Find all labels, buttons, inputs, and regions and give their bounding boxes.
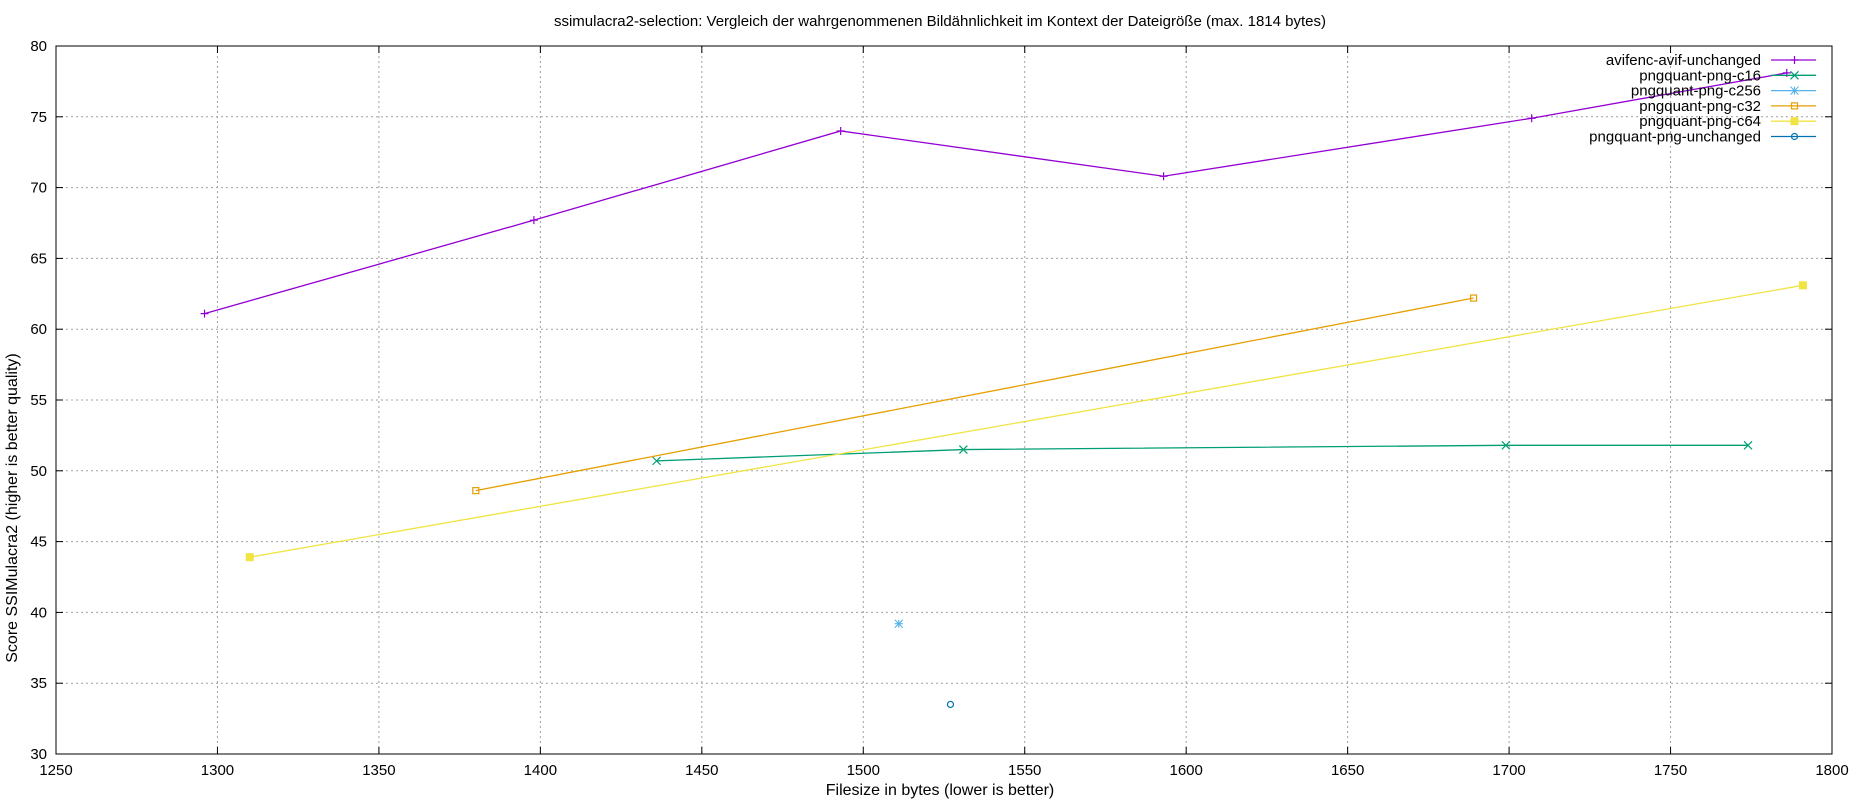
x-tick-label: 1300: [201, 762, 234, 779]
legend-label: pngquant-png-c256: [1631, 83, 1761, 100]
x-tick-label: 1450: [685, 762, 718, 779]
y-tick-label: 60: [30, 321, 47, 338]
legend-entry: pngquant-png-c32: [1639, 98, 1816, 115]
y-tick-label: 30: [30, 746, 47, 763]
x-tick-label: 1500: [847, 762, 880, 779]
y-tick-label: 75: [30, 109, 47, 126]
data-point: [1743, 440, 1753, 450]
y-tick-label: 45: [30, 534, 47, 551]
series-line: [475, 297, 1474, 492]
data-series: [200, 68, 1807, 709]
data-point: [958, 445, 968, 454]
data-point: [200, 309, 209, 318]
x-axis-label: Filesize in bytes (lower is better): [826, 782, 1055, 799]
data-point: [1501, 440, 1511, 450]
data-point: [836, 126, 845, 135]
chart-title: ssimulacra2-selection: Vergleich der wah…: [554, 13, 1326, 30]
y-tick-label: 35: [30, 675, 47, 692]
data-point: [1159, 172, 1168, 181]
legend-entry: pngquant-png-c64: [1639, 113, 1816, 130]
series-pngquant-png-c64: [245, 281, 1807, 562]
series-pngquant-png-c16: [652, 440, 1753, 466]
legend-label: pngquant-png-unchanged: [1589, 129, 1761, 146]
x-tick-label: 1700: [1492, 762, 1525, 779]
data-point: [894, 619, 904, 629]
legend: avifenc-avif-unchangedpngquant-png-c16pn…: [1589, 52, 1816, 146]
legend-marker: [1790, 70, 1799, 80]
data-point: [245, 553, 254, 562]
series-avifenc-avif-unchanged: [200, 68, 1791, 318]
series-pngquant-png-c32: [472, 294, 1478, 495]
y-axis-label: Score SSIMulacra2 (higher is better qual…: [4, 353, 21, 662]
legend-entry: pngquant-png-c16: [1639, 67, 1816, 84]
data-point: [1469, 294, 1478, 302]
y-tick-label: 80: [30, 38, 47, 55]
x-tick-label: 1250: [39, 762, 72, 779]
y-tick-label: 40: [30, 604, 47, 621]
legend-label: pngquant-png-c32: [1639, 98, 1761, 115]
legend-entry: avifenc-avif-unchanged: [1606, 52, 1816, 69]
y-tick-label: 65: [30, 250, 47, 267]
y-tick-label: 55: [30, 392, 47, 409]
series-line: [249, 284, 1804, 558]
legend-entry: pngquant-png-c256: [1631, 83, 1816, 100]
x-tick-label: 1750: [1654, 762, 1687, 779]
x-tick-label: 1800: [1815, 762, 1848, 779]
tick-labels: 1250 1300 1350 1400 1450 1500 1550 1600 1650 1700…: [30, 38, 1848, 779]
legend-marker: [1790, 86, 1799, 95]
data-point: [529, 216, 538, 225]
axes: [55, 45, 1833, 755]
x-tick-label: 1350: [362, 762, 395, 779]
legend-entry: pngquant-png-unchanged: [1589, 129, 1816, 146]
data-point: [1798, 281, 1807, 290]
data-point: [946, 700, 955, 709]
data-point: [1527, 114, 1536, 123]
legend-label: avifenc-avif-unchanged: [1606, 52, 1761, 69]
x-tick-label: 1650: [1331, 762, 1364, 779]
data-point: [472, 487, 480, 495]
legend-marker: [1790, 102, 1799, 110]
y-tick-label: 70: [30, 180, 47, 197]
legend-marker: [1790, 56, 1799, 64]
legend-marker: [1790, 132, 1799, 141]
x-tick-label: 1600: [1169, 762, 1202, 779]
data-point: [652, 456, 662, 466]
series-line: [656, 444, 1749, 462]
series-pngquant-png-c256: [894, 619, 904, 629]
x-tick-label: 1400: [524, 762, 557, 779]
x-tick-label: 1550: [1008, 762, 1041, 779]
legend-label: pngquant-png-c16: [1639, 67, 1761, 84]
series-pngquant-png-unchanged: [946, 700, 955, 709]
legend-marker: [1790, 117, 1799, 126]
series-line: [204, 72, 1787, 315]
legend-label: pngquant-png-c64: [1639, 113, 1761, 130]
y-tick-label: 50: [30, 463, 47, 480]
grid: [56, 46, 1832, 754]
